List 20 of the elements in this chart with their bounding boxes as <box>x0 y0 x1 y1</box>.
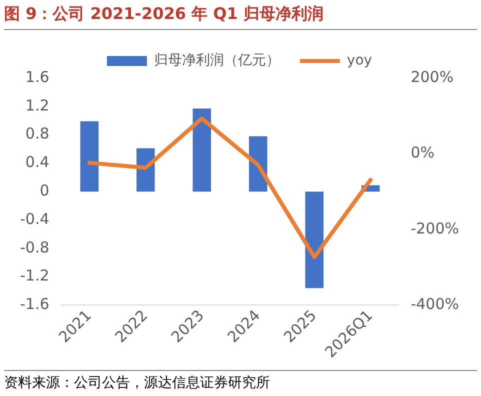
legend-label: 归母净利润（亿元） <box>154 52 280 69</box>
y-tick-label: -0.8 <box>20 238 50 256</box>
legend-label: yoy <box>346 52 372 69</box>
y2-tick-label: 0% <box>410 144 434 162</box>
y-tick-label: 1.6 <box>25 68 50 86</box>
y-tick-label: 0.8 <box>25 124 50 143</box>
y-tick-label: 1.2 <box>25 96 50 114</box>
y-tick-label: 0.4 <box>25 153 50 172</box>
y2-tick-label: -400% <box>410 295 459 314</box>
y2-tick-label: -200% <box>410 219 459 238</box>
bar <box>305 192 324 288</box>
y-tick-label: -1.2 <box>20 266 50 285</box>
bar <box>192 108 212 192</box>
bar <box>80 121 99 192</box>
y-tick-label: 0 <box>40 181 50 200</box>
text: 资料来源：公司公告，源达信息证券研究所 <box>4 370 477 392</box>
y2-tick-label: 200% <box>410 68 454 86</box>
chart-title: 图 9：公司 2021-2026 年 Q1 归母净利润 <box>4 4 477 30</box>
y-tick-label: -0.4 <box>20 210 50 228</box>
y-tick-label: -1.6 <box>20 295 50 314</box>
